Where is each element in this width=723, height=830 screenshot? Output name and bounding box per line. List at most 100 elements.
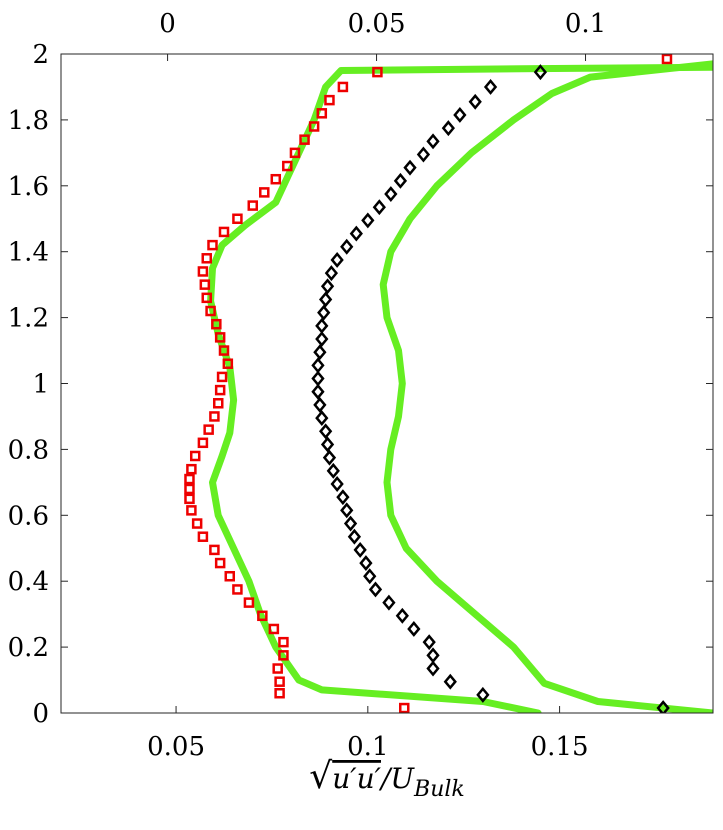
diamond-marker-34 [324,265,339,282]
square-marker-20 [186,463,197,475]
square-marker-8 [257,610,268,622]
diamond-marker-31 [317,304,331,321]
diamond-marker-46 [453,107,467,123]
square-marker-32 [205,305,216,317]
square-marker-24 [209,411,220,422]
ticks: 0 0.2 0.4 0.6 0.8 1 1.2 1.4 1.6 1.8 2 0.05 0.1 0.15 0 0… [8,9,713,762]
diamond-marker-14 [347,528,362,545]
square-marker-47 [316,108,328,119]
diamond-marker-11 [363,568,377,585]
square-marker-41 [259,187,270,198]
square-marker-22 [197,437,209,449]
diamond-marker-3 [443,673,457,690]
diamond-marker-2 [476,686,490,703]
square-marker-42 [270,173,282,185]
diamond-marker-4 [426,660,440,677]
diamond-marker-17 [336,489,350,506]
y-tick-label: 1.6 [8,172,49,202]
square-marker-18 [184,483,195,495]
diamond-marker-39 [372,199,386,216]
diamond-marker-25 [311,383,325,400]
diamond-marker-37 [349,225,363,242]
square-marker-19 [184,473,195,485]
diamond-marker-23 [315,410,329,427]
y-tick-label: 1.8 [8,106,49,136]
diamond-marker-20 [322,449,337,466]
diamond-marker-24 [313,396,327,413]
square-marker-29 [218,345,230,356]
y-tick-label: 0.6 [8,501,49,531]
y-tick-label: 1.2 [8,304,49,334]
square-marker-6 [278,636,289,648]
diamond-marker-8 [395,607,409,624]
square-marker-26 [214,384,226,396]
diamond-marker-44 [426,133,440,150]
square-marker-25 [212,398,224,409]
plot-area [184,54,713,713]
square-marker-35 [197,266,209,277]
square-marker-23 [203,424,214,435]
diamond-marker-12 [359,555,373,572]
diamond-marker-40 [384,186,398,202]
square-marker-12 [214,557,226,569]
square-marker-11 [224,571,236,582]
square-marker-14 [197,531,209,542]
diamond-marker-13 [353,541,367,558]
diamond-marker-30 [315,317,329,334]
top-x-tick-label: 0 [159,9,176,39]
y-tick-label: 0.8 [8,435,49,465]
square-marker-43 [282,160,293,172]
x-axis-title-term: u′u′ [332,762,381,795]
square-marker-4 [272,663,283,674]
y-tick-label: 0.2 [8,633,49,663]
square-marker-16 [186,505,197,516]
diamond-marker-26 [311,370,325,387]
square-marker-10 [232,584,243,595]
x-axis-title-subscript: Bulk [413,777,465,802]
square-marker-45 [299,134,310,145]
axes-box [60,53,714,714]
y-tick-label: 0.4 [8,567,49,597]
diamond-marker-27 [311,357,325,374]
x-tick-label: 0.1 [347,732,388,762]
diamond-marker-28 [313,344,327,361]
y-tick-label: 0 [32,699,49,729]
square-marker-33 [201,292,212,304]
diamond-marker-15 [343,515,358,532]
square-marker-37 [207,239,218,251]
top-x-tick-label: 0.1 [565,9,606,39]
diamond-marker-6 [422,634,436,651]
top-x-tick-label: 0.05 [348,9,406,39]
diamond-marker-29 [315,331,329,347]
square-marker-3 [274,676,285,687]
square-marker-49 [337,81,349,93]
square-marker-38 [218,226,230,238]
diamond-marker-41 [393,172,408,189]
diamond-marker-16 [340,502,354,519]
square-marker-31 [211,318,222,330]
diamond-marker-36 [340,238,354,255]
diamond-marker-33 [320,278,335,295]
diamond-marker-49 [533,64,548,81]
axes [60,53,714,714]
diamond-marker-22 [319,423,333,440]
square-marker-1 [399,702,410,713]
diamond-marker-47 [468,93,482,110]
square-marker-46 [308,121,320,132]
diamond-marker-32 [319,291,333,308]
square-marker-7 [268,623,280,635]
diamond-marker-38 [361,212,375,229]
diamond-marker-48 [483,78,498,95]
x-axis-title: √u′u′/UBulk [309,756,464,802]
square-marker-2 [274,687,285,699]
square-marker-27 [216,371,228,383]
y-tick-label: 2 [32,40,49,70]
diamond-marker-43 [416,146,431,163]
diamond-marker-18 [330,476,344,492]
square-marker-9 [243,597,255,608]
series-line-2 [379,60,713,713]
square-marker-13 [209,544,220,556]
x-tick-label: 0.05 [147,732,205,762]
x-axis-title-slash: /U [378,762,415,795]
